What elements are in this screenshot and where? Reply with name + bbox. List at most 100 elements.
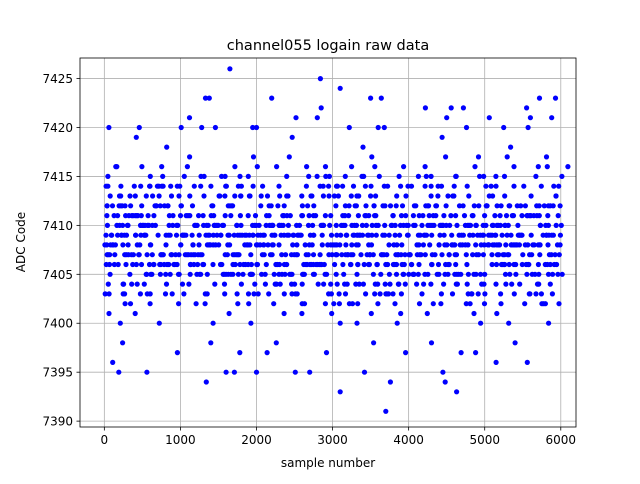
- y-tick-label: 7420: [42, 121, 73, 135]
- outlier-point: [524, 359, 530, 365]
- data-point: [342, 203, 348, 209]
- data-point: [123, 261, 129, 268]
- data-point: [422, 183, 428, 189]
- data-point: [369, 154, 375, 160]
- data-point: [270, 242, 276, 248]
- data-point: [147, 173, 153, 179]
- outlier-point: [493, 359, 499, 365]
- data-point: [471, 310, 477, 317]
- data-point: [509, 242, 515, 248]
- data-point: [252, 281, 258, 287]
- y-tick-label: 7390: [42, 415, 73, 429]
- outlier-point: [512, 340, 518, 346]
- data-point: [261, 232, 267, 238]
- data-point: [370, 271, 376, 277]
- data-point: [263, 261, 269, 268]
- data-point: [519, 213, 525, 219]
- outlier-point: [525, 124, 531, 131]
- outlier-point: [227, 66, 233, 72]
- data-point: [333, 183, 340, 189]
- outlier-point: [208, 340, 214, 346]
- data-point: [416, 301, 423, 307]
- data-point: [481, 242, 487, 248]
- data-point: [197, 252, 203, 258]
- data-point: [390, 213, 396, 219]
- data-point: [373, 232, 379, 238]
- data-point: [507, 271, 513, 277]
- data-point: [452, 271, 458, 277]
- data-point: [309, 193, 315, 199]
- outlier-point: [460, 105, 466, 111]
- data-point: [210, 242, 216, 248]
- data-point: [299, 203, 305, 209]
- data-point: [198, 183, 204, 189]
- data-point: [204, 242, 210, 248]
- y-tick-label: 7405: [42, 268, 73, 282]
- data-point: [556, 252, 562, 258]
- data-point: [246, 301, 252, 307]
- data-point: [290, 242, 296, 248]
- data-point: [363, 213, 369, 219]
- y-tick-label: 7395: [42, 366, 73, 380]
- data-point: [231, 232, 237, 238]
- data-point: [176, 193, 182, 199]
- data-point: [368, 193, 374, 199]
- data-point: [115, 232, 121, 238]
- data-point: [286, 154, 292, 160]
- data-point: [187, 261, 193, 268]
- data-point: [145, 213, 151, 219]
- data-point: [143, 271, 149, 277]
- data-point: [392, 232, 398, 238]
- data-point: [281, 261, 287, 268]
- data-point: [320, 193, 326, 199]
- data-point: [513, 261, 519, 268]
- data-point: [173, 232, 180, 238]
- data-point: [435, 183, 441, 189]
- data-point: [106, 291, 112, 297]
- data-point: [349, 164, 355, 170]
- data-point: [281, 213, 287, 219]
- data-point: [392, 222, 398, 228]
- data-point: [122, 291, 128, 297]
- outlier-point: [164, 144, 170, 150]
- data-point: [189, 203, 196, 209]
- data-point: [467, 222, 474, 228]
- data-point: [185, 213, 191, 219]
- data-point: [127, 271, 133, 277]
- data-point: [162, 291, 169, 297]
- data-point: [515, 222, 521, 228]
- data-point: [118, 183, 124, 189]
- data-point: [222, 193, 228, 199]
- data-point: [190, 242, 196, 248]
- data-point: [287, 213, 293, 219]
- data-point: [476, 203, 482, 209]
- data-point: [149, 271, 155, 277]
- data-point: [247, 271, 253, 277]
- data-point: [425, 222, 431, 228]
- data-point: [343, 242, 349, 248]
- data-point: [496, 242, 502, 248]
- data-point: [449, 242, 455, 248]
- data-point: [256, 222, 262, 228]
- data-point: [137, 291, 143, 297]
- data-point: [493, 173, 499, 179]
- data-point: [405, 222, 411, 228]
- data-point: [451, 193, 457, 199]
- data-point: [285, 222, 291, 228]
- data-point: [281, 310, 287, 317]
- data-point: [436, 271, 442, 277]
- data-point: [355, 242, 361, 248]
- data-point: [503, 213, 510, 219]
- data-point: [508, 232, 514, 238]
- outlier-point: [136, 124, 142, 131]
- data-point: [502, 193, 508, 199]
- outlier-point: [486, 115, 492, 121]
- data-point: [129, 281, 135, 287]
- data-point: [230, 261, 236, 268]
- data-point: [420, 242, 426, 248]
- data-point: [218, 232, 224, 238]
- data-point: [111, 261, 117, 268]
- outlier-point: [178, 124, 184, 131]
- outlier-point: [524, 105, 530, 111]
